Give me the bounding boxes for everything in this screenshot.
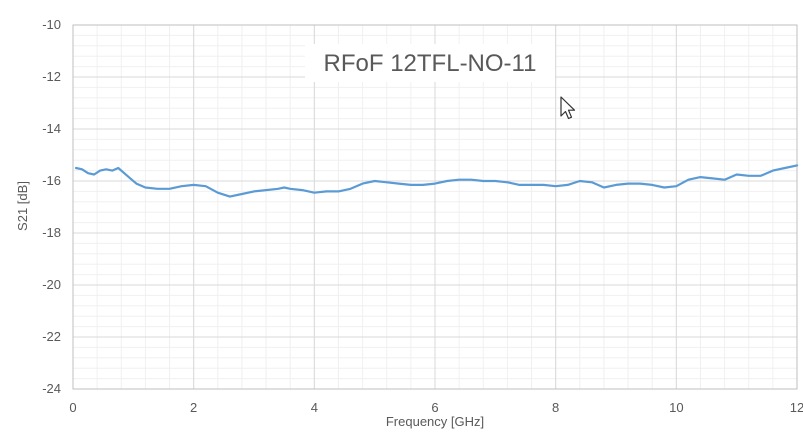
y-tick-label: -20: [42, 277, 61, 292]
y-tick-label: -18: [42, 225, 61, 240]
plot-area-border: [72, 24, 798, 390]
y-axis-title: S21 [dB]: [15, 181, 30, 231]
plot-border: [72, 24, 798, 390]
x-axis-title: Frequency [GHz]: [386, 414, 484, 429]
y-tick-label: -14: [42, 121, 61, 136]
y-tick-label: -12: [42, 69, 61, 84]
y-tick-labels: -10 -12 -14 -16 -18 -20 -22 -24: [42, 17, 61, 396]
y-tick-label: -10: [42, 17, 61, 32]
x-tick-label: 12: [790, 400, 803, 415]
y-tick-label: -22: [42, 329, 61, 344]
series-line: [74, 164, 799, 198]
x-tick-label: 2: [190, 400, 197, 415]
x-tick-label: 8: [552, 400, 559, 415]
y-tick-label: -16: [42, 173, 61, 188]
x-tick-label: 10: [669, 400, 683, 415]
mouse-cursor-icon: [560, 96, 576, 120]
x-tick-label: 0: [69, 400, 76, 415]
y-tick-label: -24: [42, 381, 61, 396]
x-tick-label: 6: [431, 400, 438, 415]
x-tick-labels: 0 2 4 6 8 10 12: [69, 400, 803, 415]
series-layer: [74, 164, 799, 198]
chart-title: RFoF 12TFL-NO-11: [324, 50, 537, 77]
chart-title-background: [305, 44, 555, 82]
x-tick-label: 4: [311, 400, 318, 415]
